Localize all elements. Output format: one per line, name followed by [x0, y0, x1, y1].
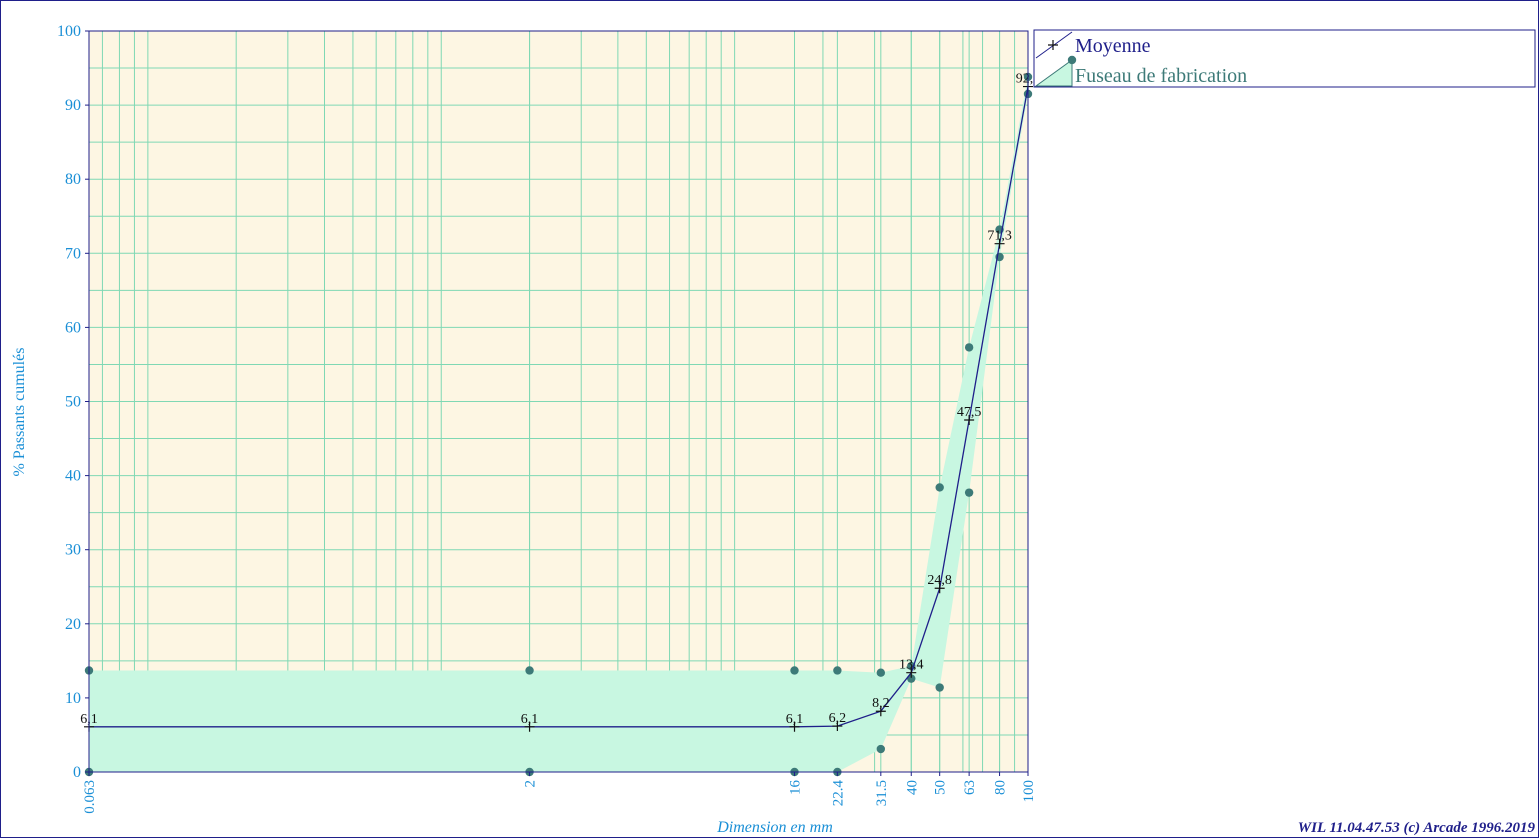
x-tick-label: 31.5 — [874, 780, 890, 806]
legend-fuseau-marker — [1067, 55, 1077, 65]
moyenne-data-label: 71,3 — [987, 229, 1012, 244]
y-tick-label: 100 — [57, 23, 81, 40]
y-tick-label: 50 — [65, 394, 81, 411]
x-axis-title: Dimension en mm — [716, 819, 833, 836]
y-tick-label: 0 — [73, 764, 81, 781]
fuseau-upper-point — [964, 343, 974, 352]
x-tick-label: 16 — [788, 780, 804, 796]
x-axis-ticks: 0.063 2 16 22.4 31.5 40 50 63 80 100 — [82, 772, 1037, 814]
x-tick-label: 63 — [962, 780, 978, 795]
moyenne-data-label: 24,8 — [927, 573, 952, 588]
x-tick-label: 2 — [523, 780, 539, 788]
y-axis-title: % Passants cumulés — [11, 348, 28, 477]
moyenne-point — [994, 238, 1005, 249]
legend-box — [1033, 29, 1536, 88]
y-tick-label: 90 — [65, 97, 81, 114]
moyenne-point — [906, 667, 917, 678]
x-tick-label: 80 — [993, 780, 1009, 795]
fuseau-upper-point — [876, 668, 886, 677]
x-tick-label: 50 — [933, 780, 949, 795]
x-tick-label: 40 — [904, 780, 920, 795]
y-tick-label: 30 — [65, 542, 81, 559]
y-axis-ticks: 0 10 20 30 40 50 60 70 80 90 100 — [57, 23, 89, 781]
moyenne-data-label: 6,1 — [521, 712, 539, 727]
moyenne-data-label: 13,4 — [899, 658, 924, 673]
x-tick-label: 22.4 — [830, 780, 846, 807]
legend-fuseau-swatch — [1034, 59, 1073, 87]
y-tick-label: 60 — [65, 319, 81, 336]
fuseau-lower-point — [964, 488, 974, 497]
moyenne-data-labels: 6,1 6,1 6,1 6,28,213,424,847,571,392,5 — [80, 72, 1040, 727]
moyenne-point — [875, 706, 886, 717]
fuseau-upper-point — [935, 483, 944, 492]
fuseau-lower-point — [907, 674, 916, 683]
x-tick-label: 100 — [1021, 780, 1037, 803]
y-tick-label: 80 — [65, 171, 81, 188]
legend-moyenne-marker — [1048, 40, 1058, 50]
y-tick-label: 20 — [65, 616, 81, 633]
fuseau-upper-point — [833, 666, 842, 675]
moyenne-point — [832, 721, 843, 732]
moyenne-data-label: 6,1 — [786, 712, 804, 727]
y-tick-label: 40 — [65, 468, 81, 485]
moyenne-point — [524, 721, 535, 732]
moyenne-point — [934, 583, 945, 594]
fuseau-lower-point — [876, 744, 886, 754]
moyenne-data-label: 47,5 — [957, 405, 982, 420]
fuseau-upper-point — [790, 666, 799, 675]
moyenne-line — [89, 86, 1029, 728]
fuseau-lower-point — [935, 683, 944, 692]
fuseau-band — [89, 76, 1028, 772]
footer-copyright: WIL 11.04.47.53 (c) Arcade 1996.2019 — [1298, 820, 1536, 836]
fuseau-upper-point — [525, 666, 534, 675]
legend-fuseau-label: Fuseau de fabrication — [1075, 65, 1247, 87]
moyenne-point — [964, 415, 975, 426]
grid — [88, 30, 1029, 773]
x-tick-label: 0.063 — [82, 780, 98, 814]
legend-moyenne-label: Moyenne — [1075, 35, 1151, 57]
moyenne-data-label: 8,2 — [872, 696, 890, 711]
moyenne-point — [789, 721, 800, 732]
legend: Moyenne Fuseau de fabrication — [1033, 29, 1536, 88]
moyenne-data-label: 6,2 — [829, 711, 847, 726]
y-tick-label: 70 — [65, 245, 81, 262]
y-tick-label: 10 — [65, 690, 81, 707]
